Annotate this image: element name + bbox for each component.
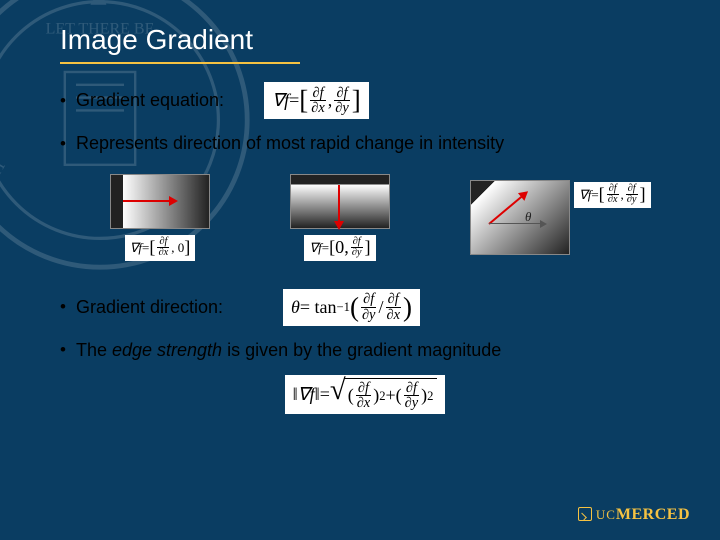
- theta-label: θ: [525, 209, 531, 225]
- equation-dy: ∇f = [0, ∂f∂y ]: [304, 235, 375, 261]
- diagram-vertical-gradient: ∇f = [0, ∂f∂y ]: [290, 174, 390, 261]
- diagram-row: ∇f = [ ∂f∂x , 0 ] ∇f = [0, ∂f∂y ]: [60, 174, 670, 261]
- bullet-dot: •: [60, 340, 66, 360]
- equation-magnitude-row: ‖∇f‖ = √ (∂f∂x)2 + (∂f∂y)2: [60, 375, 670, 414]
- bullet-gradient-direction: • Gradient direction: θ = tan−1 ( ∂f∂y /…: [60, 289, 670, 326]
- arrow-down-icon: [338, 185, 340, 223]
- arrow-right-icon: [123, 200, 171, 202]
- equation-dxdy: ∇f = [ ∂f∂x , ∂f∂y ]: [574, 182, 651, 208]
- bullet-dot: •: [60, 91, 66, 111]
- arrow-diagonal-icon: [488, 195, 523, 225]
- equation-theta: θ = tan−1 ( ∂f∂y / ∂f∂x ): [283, 289, 420, 326]
- bullet-text: Gradient equation:: [76, 90, 224, 111]
- bullet-text: The edge strength is given by the gradie…: [76, 340, 501, 361]
- gradient-strip-horizontal: [110, 174, 210, 229]
- title-underline: [60, 62, 300, 64]
- slide-content: Image Gradient • Gradient equation: ∇f =…: [0, 0, 720, 540]
- diagram-diagonal-gradient: θ ∇f = [ ∂f∂x , ∂f∂y ]: [470, 180, 570, 255]
- gradient-strip-vertical: [290, 174, 390, 229]
- slide-title: Image Gradient: [60, 24, 670, 56]
- uc-merced-logo: UCMERCED: [578, 506, 690, 524]
- equation-gradient: ∇f = [ ∂f∂x , ∂f∂y ]: [264, 82, 369, 119]
- equation-dx: ∇f = [ ∂f∂x , 0 ]: [125, 235, 196, 261]
- logo-mark-icon: [578, 507, 592, 521]
- bullet-dot: •: [60, 297, 66, 317]
- bullet-dot: •: [60, 134, 66, 154]
- bullet-edge-strength: • The edge strength is given by the grad…: [60, 340, 670, 361]
- bullet-gradient-equation: • Gradient equation: ∇f = [ ∂f∂x , ∂f∂y …: [60, 82, 670, 119]
- gradient-strip-diagonal: θ: [470, 180, 570, 255]
- diagram-horizontal-gradient: ∇f = [ ∂f∂x , 0 ]: [110, 174, 210, 261]
- bullet-text: Gradient direction:: [76, 297, 223, 318]
- theta-axis-icon: [489, 223, 541, 224]
- bullet-direction-intensity: • Represents direction of most rapid cha…: [60, 133, 670, 154]
- bullet-text: Represents direction of most rapid chang…: [76, 133, 504, 154]
- equation-magnitude: ‖∇f‖ = √ (∂f∂x)2 + (∂f∂y)2: [285, 375, 446, 414]
